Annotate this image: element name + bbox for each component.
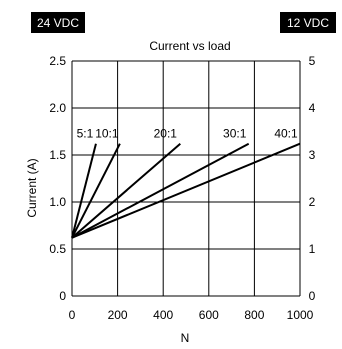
y-tick-label-left: 0.5 [49,242,66,256]
series-line-40-to-1 [71,142,301,239]
series-label: 30:1 [223,127,247,141]
y-tick-label-left: 2.5 [49,54,66,68]
y-tick-label-right: 1 [309,242,316,256]
x-tick-label: 0 [69,308,76,322]
y-tick-label-left: 2.0 [49,101,66,115]
y-tick-label-left: 0 [59,289,66,303]
badge-left-bg [31,12,85,33]
grid [71,60,301,297]
y-tick-label-left: 1.0 [49,195,66,209]
badge-right: 12 VDC [287,16,329,30]
y-tick-label-right: 5 [309,54,316,68]
y-tick-label-right: 4 [309,101,316,115]
series-label: 5:1 [77,127,94,141]
y-tick-label-right: 0 [309,289,316,303]
x-tick-label: 800 [244,308,264,322]
series-label: 10:1 [95,127,119,141]
x-tick-label: 200 [108,308,128,322]
series-line-30-to-1 [71,142,250,239]
badge-left: 24 VDC [37,16,79,30]
series-label: 20:1 [154,127,178,141]
x-tick-label: 400 [153,308,173,322]
x-axis-label: N [181,331,190,345]
y-tick-labels-left: 0 0.5 1.0 1.5 2.0 2.5 [49,54,66,303]
series-line-10-to-1 [71,143,121,239]
series-lines [71,142,301,239]
y-tick-label-right: 2 [309,195,316,209]
badge-right-bg [280,12,336,33]
series-label: 40:1 [274,127,298,141]
series-line-20-to-1 [71,142,181,239]
x-tick-labels: 0 200 400 600 800 1000 [69,308,314,322]
y-axis-label: Current (A) [25,158,39,217]
y-tick-label-left: 1.5 [49,148,66,162]
series-line-5-to-1 [71,143,97,238]
y-tick-label-right: 3 [309,148,316,162]
x-tick-label: 1000 [287,308,314,322]
series-labels: 5:1 10:1 20:1 30:1 40:1 [77,127,298,141]
chart-title: Current vs load [149,39,230,53]
y-tick-labels-right: 0 1 2 3 4 5 [309,54,316,303]
x-tick-label: 600 [199,308,219,322]
